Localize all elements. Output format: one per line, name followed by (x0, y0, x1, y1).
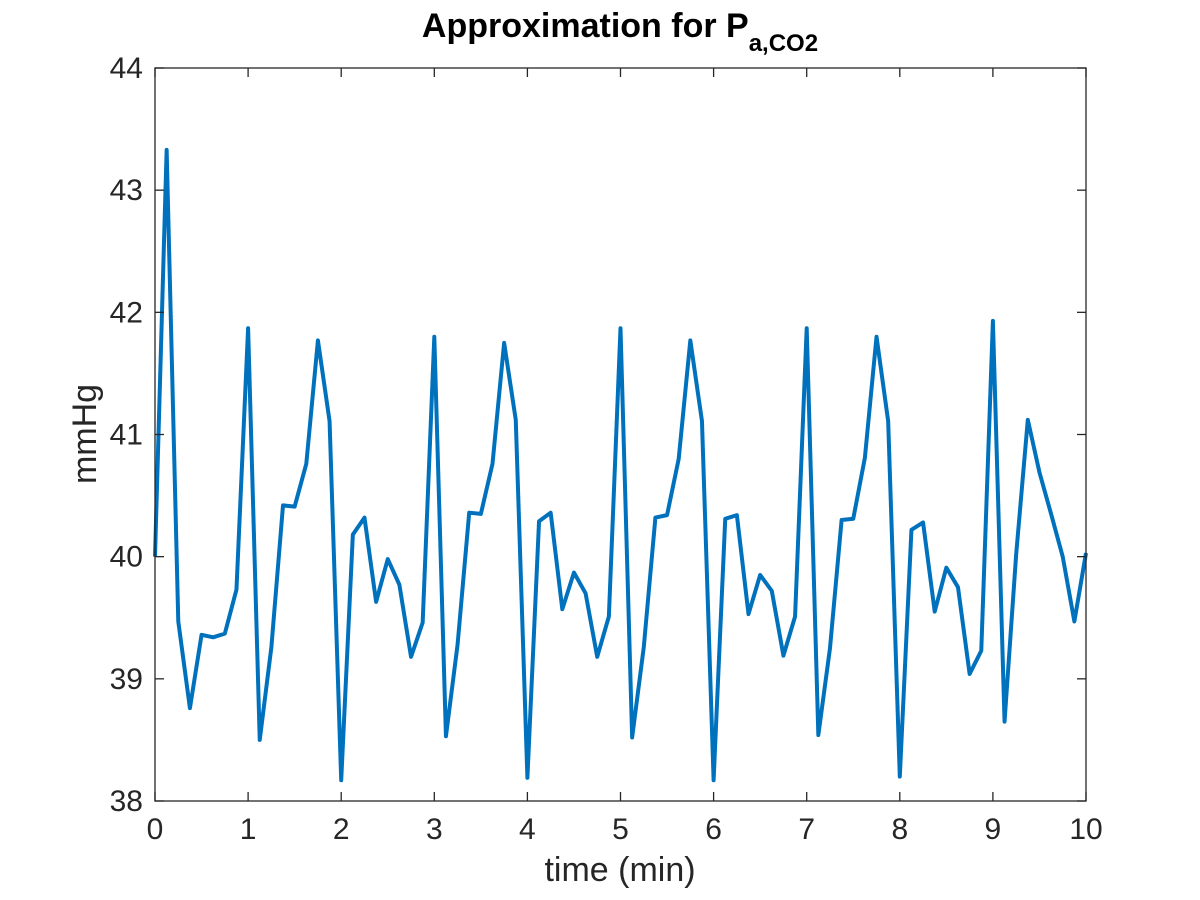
tick-layer: 0 1 2 3 4 5 6 7 8 9 10 38 39 40 41 42 43 44 (110, 52, 1103, 846)
series-line-0 (153, 147, 1088, 783)
plot-area (155, 68, 1086, 801)
y-tick-label: 43 (110, 174, 143, 207)
series-layer (153, 147, 1088, 783)
y-tick-label: 40 (110, 541, 143, 574)
x-tick-label: 0 (147, 813, 164, 846)
x-tick-label: 3 (426, 813, 443, 846)
x-tick-label: 4 (519, 813, 536, 846)
y-tick-label: 39 (110, 663, 143, 696)
x-tick-label: 8 (891, 813, 908, 846)
x-tick-label: 10 (1069, 813, 1102, 846)
x-axis-label: time (min) (544, 851, 695, 889)
x-tick-label: 9 (985, 813, 1002, 846)
x-tick-label: 2 (333, 813, 350, 846)
x-tick-label: 7 (798, 813, 815, 846)
y-tick-label: 41 (110, 419, 143, 452)
y-axis-label: mmHg (66, 384, 104, 484)
chart-title: Approximation for Pa,CO2 (422, 7, 818, 57)
chart-title-subscript: a,CO2 (749, 30, 818, 57)
x-tick-label: 6 (705, 813, 722, 846)
y-tick-label: 38 (110, 785, 143, 818)
x-tick-label: 5 (612, 813, 629, 846)
y-tick-label: 42 (110, 296, 143, 329)
x-tick-label: 1 (240, 813, 257, 846)
y-tick-label: 44 (110, 52, 143, 85)
chart-title-main: Approximation for P (422, 7, 749, 45)
